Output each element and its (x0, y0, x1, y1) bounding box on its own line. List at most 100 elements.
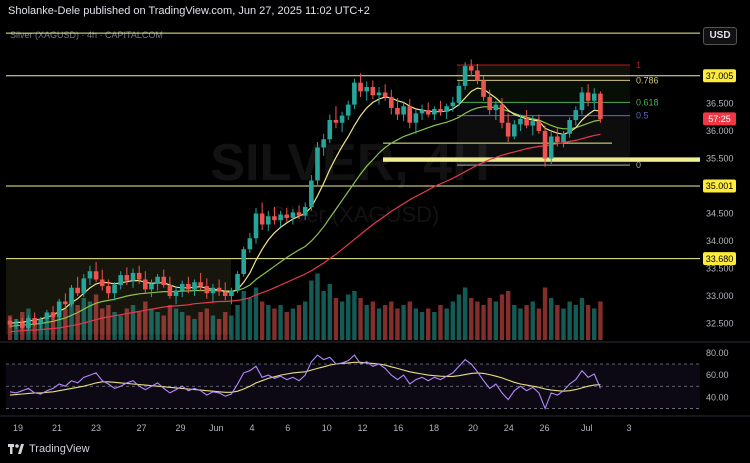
candle-body-42 (266, 216, 271, 225)
candle-95 (591, 88, 597, 109)
candle-body-91 (567, 120, 572, 134)
volume-bar-60 (376, 308, 382, 340)
candle-47 (296, 205, 302, 219)
volume-bar-32 (204, 308, 209, 340)
candle-0 (7, 316, 13, 328)
candle-body-87 (542, 131, 548, 159)
candle-15 (99, 269, 105, 291)
candle-body-39 (247, 238, 253, 250)
candle-86 (536, 114, 542, 134)
volume-bar-81 (505, 291, 511, 340)
candle-45 (284, 208, 290, 222)
candle-58 (364, 81, 369, 101)
candle-body-65 (407, 106, 413, 123)
volume-bar-48 (303, 301, 308, 340)
candle-51 (321, 133, 326, 156)
volume-bar-90 (561, 308, 566, 340)
volume-bar-83 (518, 308, 523, 340)
candle-body-3 (26, 318, 31, 328)
volume-bar-20 (130, 305, 136, 340)
candle-92 (573, 106, 579, 126)
candle-89 (555, 128, 560, 147)
candle-5 (38, 316, 44, 329)
candle-36 (229, 287, 234, 305)
candle-body-72 (450, 102, 456, 107)
rsi-tick-1: 60.00 (706, 370, 729, 380)
tradingview-logo[interactable]: TradingView (8, 443, 90, 455)
volume-bar-33 (210, 315, 216, 340)
candle-60 (376, 87, 382, 105)
rsi-tick-0: 80.00 (706, 348, 729, 358)
candle-43 (272, 206, 277, 225)
volume-bar-92 (573, 305, 578, 340)
candle-body-36 (229, 290, 234, 296)
candle-3 (26, 315, 31, 332)
fib-band-2 (457, 102, 630, 116)
candle-body-9 (63, 301, 68, 305)
candle-65 (407, 99, 413, 129)
volume-bar-84 (524, 305, 529, 340)
volume-bar-9 (63, 308, 68, 340)
watermark-sub: Silver (XAGUSD) (271, 202, 440, 227)
candle-body-20 (130, 272, 136, 281)
candle-23 (149, 279, 154, 298)
candle-78 (487, 89, 492, 115)
volume-bar-69 (432, 312, 437, 340)
candle-body-54 (339, 115, 345, 123)
x-tick-8: 10 (322, 423, 332, 433)
candle-body-58 (364, 87, 369, 92)
volume-bar-89 (555, 305, 560, 340)
currency-button[interactable]: USD (703, 27, 737, 45)
candle-body-80 (499, 104, 505, 123)
candle-52 (327, 114, 333, 144)
candle-77 (481, 76, 486, 101)
candle-64 (401, 102, 406, 122)
candle-33 (210, 283, 216, 302)
volume-bar-88 (549, 298, 554, 340)
x-tick-6: 4 (249, 423, 254, 433)
candle-body-50 (315, 147, 320, 181)
candle-81 (505, 113, 511, 142)
volume-bar-41 (259, 301, 265, 340)
volume-bar-49 (309, 280, 314, 340)
candle-62 (389, 89, 394, 115)
candle-69 (432, 106, 437, 120)
candle-body-70 (438, 109, 443, 112)
candle-body-10 (69, 287, 74, 305)
candle-body-12 (81, 278, 87, 294)
candle-body-16 (106, 286, 111, 294)
chart-area[interactable]: SILVER, 4H Silver (XAGUSD) Silver (XAGUSD)… (0, 22, 750, 442)
candle-body-62 (389, 96, 394, 108)
volume-bar-54 (339, 301, 345, 340)
volume-bar-19 (124, 308, 130, 340)
volume-bar-51 (321, 291, 326, 340)
x-tick-16: 3 (626, 423, 631, 433)
volume-bar-79 (493, 301, 499, 340)
volume-bar-56 (352, 291, 357, 340)
candle-body-85 (530, 121, 536, 126)
volume-bar-63 (395, 308, 400, 340)
volume-bar-44 (278, 305, 283, 340)
volume-bar-8 (57, 305, 62, 340)
price-tag-3: 57:25 (708, 114, 731, 124)
candle-20 (130, 268, 136, 288)
rsi-line (9, 354, 601, 410)
volume-bar-42 (266, 305, 271, 340)
publisher-bar: Sholanke-Dele published on TradingView.c… (0, 0, 750, 22)
volume-bar-35 (223, 312, 228, 340)
y-tick-8: 33.000 (706, 291, 734, 301)
candle-38 (241, 246, 246, 277)
candle-42 (266, 210, 271, 232)
volume-bar-87 (542, 287, 548, 340)
candle-16 (106, 279, 111, 299)
volume-bar-85 (530, 301, 535, 340)
candle-body-53 (333, 120, 339, 123)
volume-bar-62 (389, 301, 394, 340)
candle-84 (524, 110, 529, 129)
candle-body-56 (352, 82, 357, 105)
price-tag-bg-0 (703, 69, 736, 83)
candle-body-59 (370, 87, 376, 96)
volume-bar-91 (567, 301, 572, 340)
volume-bar-39 (247, 298, 253, 340)
